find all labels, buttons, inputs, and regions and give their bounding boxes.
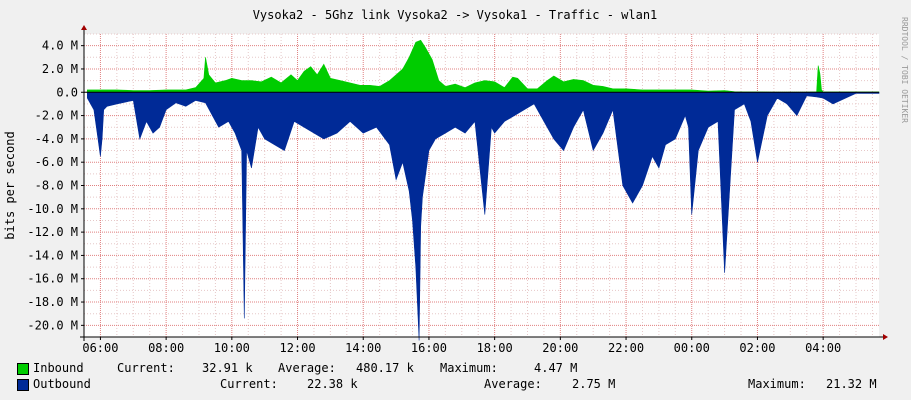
y-tick-label: 4.0 M (42, 39, 78, 53)
legend-inbound-maximum-label: Maximum: (440, 361, 498, 375)
y-tick-label: -18.0 M (27, 295, 78, 309)
legend-outbound-average-value: 2.75 M (572, 377, 616, 391)
legend-inbound-current-label: Current: (117, 361, 175, 375)
legend-inbound-maximum-value: 4.47 M (534, 361, 578, 375)
y-tick-label: 0.0 (56, 85, 78, 99)
x-tick-label: 18:00 (477, 341, 513, 355)
x-tick-labels: 06:00 08:00 10:00 12:00 14:00 16:00 18:00 20:00… (82, 337, 841, 355)
legend-row-outbound: Outbound Current: 22.38 k Average: 2.75 … (0, 377, 911, 393)
x-tick-label: 14:00 (345, 341, 381, 355)
x-tick-label: 20:00 (542, 341, 578, 355)
y-tick-label: -8.0 M (35, 179, 78, 193)
legend-outbound-maximum-label: Maximum: (748, 377, 806, 391)
series-area-outbound (87, 92, 880, 341)
inbound-swatch (17, 363, 29, 375)
legend-outbound-maximum-value: 21.32 M (826, 377, 877, 391)
axes (80, 25, 888, 341)
x-tick-label: 08:00 (148, 341, 184, 355)
x-tick-label: 16:00 (411, 341, 447, 355)
y-tick-label: -16.0 M (27, 272, 78, 286)
legend-outbound-current-value: 22.38 k (307, 377, 358, 391)
x-tick-label: 04:00 (805, 341, 841, 355)
x-tick-label: 00:00 (674, 341, 710, 355)
y-tick-labels: 4.0 M 2.0 M 0.0 -2.0 M -4.0 M -6.0 M -8.0 M -10… (27, 39, 84, 332)
legend-outbound-average-label: Average: (484, 377, 542, 391)
legend-inbound-average-value: 480.17 k (356, 361, 414, 375)
x-tick-label: 06:00 (82, 341, 118, 355)
legend-row-inbound: Inbound Current: 32.91 k Average: 480.17… (0, 361, 911, 377)
y-tick-label: -4.0 M (35, 132, 78, 146)
x-tick-label: 22:00 (608, 341, 644, 355)
outbound-swatch (17, 379, 29, 391)
legend-inbound-average-label: Average: (278, 361, 336, 375)
y-tick-label: 2.0 M (42, 62, 78, 76)
legend-outbound-label: Outbound (33, 377, 91, 391)
x-tick-label: 10:00 (214, 341, 250, 355)
x-tick-label: 02:00 (739, 341, 775, 355)
chart-title: Vysoka2 - 5Ghz link Vysoka2 -> Vysoka1 -… (253, 8, 658, 22)
rrdtool-watermark: RRDTOOL / TOBI OETIKER (900, 17, 909, 123)
y-tick-label: -6.0 M (35, 155, 78, 169)
y-axis-arrow (81, 25, 87, 30)
legend-outbound-current-label: Current: (220, 377, 278, 391)
legend-inbound-current-value: 32.91 k (202, 361, 253, 375)
y-axis-label: bits per second (3, 131, 17, 239)
y-tick-label: -20.0 M (27, 318, 78, 332)
legend-inbound-label: Inbound (33, 361, 84, 375)
y-tick-label: -14.0 M (27, 248, 78, 262)
traffic-chart: Vysoka2 - 5Ghz link Vysoka2 -> Vysoka1 -… (3, 8, 909, 355)
y-tick-label: -10.0 M (27, 202, 78, 216)
grid-lines (83, 33, 879, 338)
y-tick-label: -12.0 M (27, 225, 78, 239)
x-axis-arrow (883, 334, 888, 340)
x-tick-label: 12:00 (279, 341, 315, 355)
y-tick-label: -2.0 M (35, 109, 78, 123)
